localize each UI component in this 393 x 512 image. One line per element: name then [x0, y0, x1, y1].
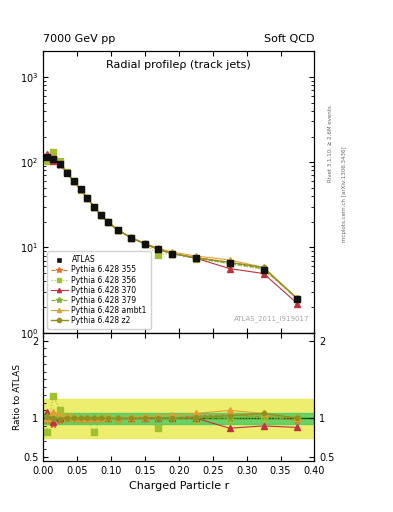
Text: Soft QCD: Soft QCD — [264, 33, 314, 44]
Y-axis label: Ratio to ATLAS: Ratio to ATLAS — [13, 364, 22, 430]
Text: Radial profileρ (track jets): Radial profileρ (track jets) — [107, 60, 251, 70]
Bar — [43, 399, 314, 438]
Text: ATLAS_2011_I919017: ATLAS_2011_I919017 — [233, 315, 309, 322]
Legend: ATLAS, Pythia 6.428 355, Pythia 6.428 356, Pythia 6.428 370, Pythia 6.428 379, P: ATLAS, Pythia 6.428 355, Pythia 6.428 35… — [47, 251, 151, 329]
X-axis label: Charged Particle r: Charged Particle r — [129, 481, 229, 491]
Text: Rivet 3.1.10, ≥ 2.6M events: Rivet 3.1.10, ≥ 2.6M events — [328, 105, 333, 182]
Bar — [43, 413, 314, 423]
Text: mcplots.cern.ch [arXiv:1306.3436]: mcplots.cern.ch [arXiv:1306.3436] — [342, 147, 347, 242]
Text: 7000 GeV pp: 7000 GeV pp — [43, 33, 116, 44]
